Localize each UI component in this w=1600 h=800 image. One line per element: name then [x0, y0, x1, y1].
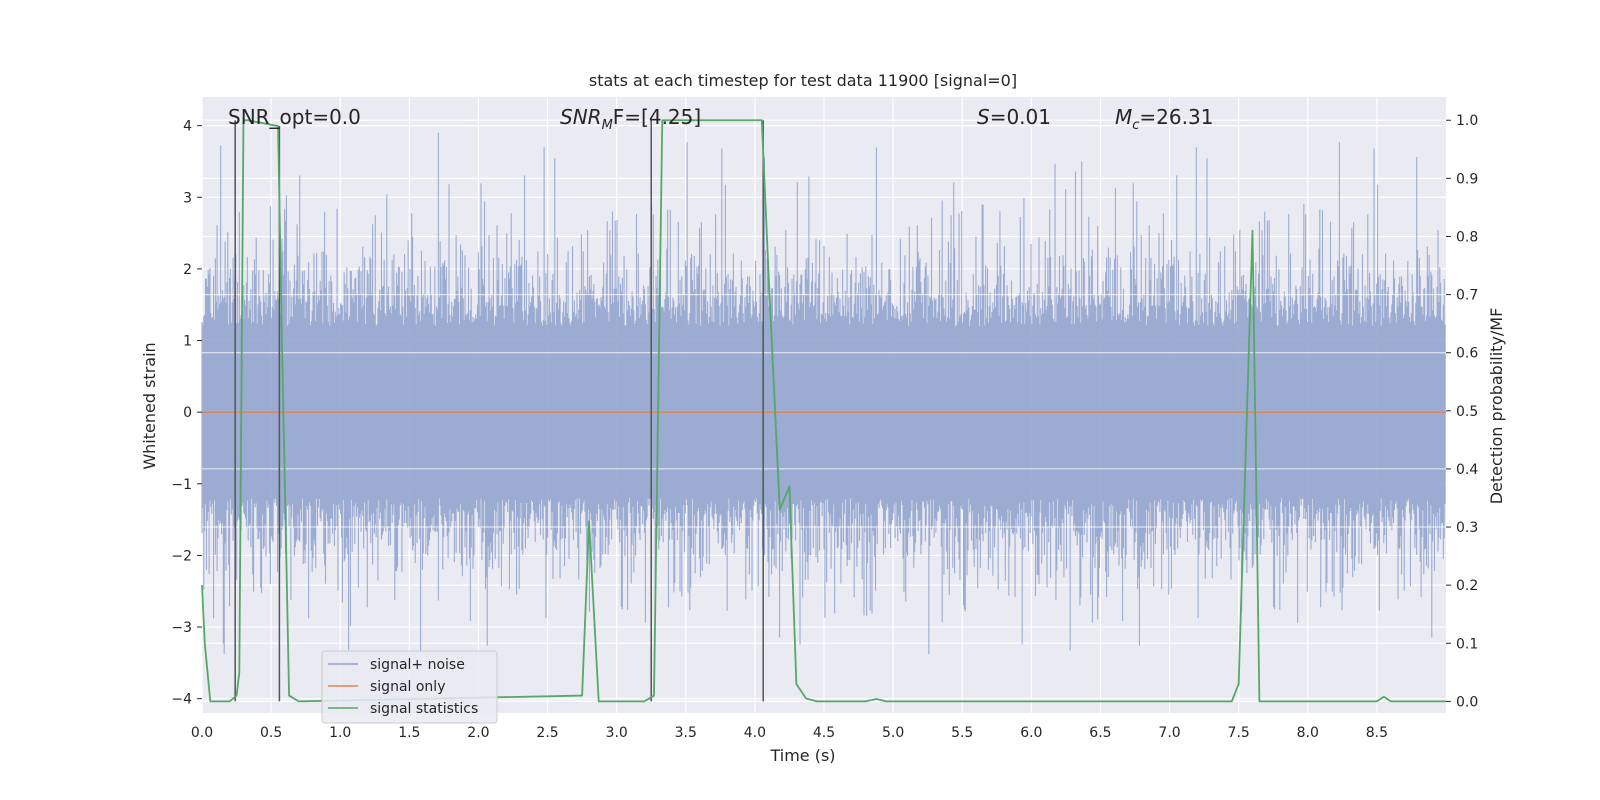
x-tick-label: 6.5 [1089, 725, 1111, 741]
legend: signal+ noise signal only signal statist… [321, 650, 498, 724]
mc-rest: =26.31 [1139, 105, 1213, 129]
y-tick-label: −1 [171, 477, 192, 493]
snr-mf-rest: F=[4.25] [613, 105, 701, 129]
y-tick-label: −2 [171, 548, 192, 564]
legend-box [321, 650, 498, 724]
y-tick-label: −3 [171, 620, 192, 636]
x-tick-label: 8.5 [1366, 725, 1388, 741]
x-tick-label: 2.5 [536, 725, 558, 741]
s-annotation: S=0.01 [977, 105, 1051, 129]
x-tick-label: 4.5 [813, 725, 835, 741]
legend-label-stats: signal statistics [370, 701, 478, 717]
legend-label-signal: signal only [370, 679, 445, 695]
mc-main: M [1115, 105, 1132, 129]
y-right-tick-label: 0.7 [1456, 288, 1478, 304]
y-axis-right-label: Detection probability/MF [1487, 308, 1506, 505]
y-right-tick-label: 0.0 [1456, 694, 1478, 710]
legend-label-noise: signal+ noise [370, 657, 465, 673]
y-right-tick-label: 0.5 [1456, 404, 1478, 420]
x-tick-label: 1.0 [329, 725, 351, 741]
x-tick-label: 2.0 [467, 725, 489, 741]
x-tick-label: 5.5 [951, 725, 973, 741]
snr-mf-main: SNR [560, 105, 602, 129]
x-tick-label: 5.0 [882, 725, 904, 741]
snr-mf-sub: M [602, 118, 613, 133]
x-tick-label: 1.5 [398, 725, 420, 741]
chart-title: stats at each timestep for test data 119… [589, 71, 1017, 90]
x-tick-label: 3.0 [606, 725, 628, 741]
mc-annotation: Mc=26.31 [1115, 105, 1213, 133]
y-tick-label: 0 [183, 405, 192, 421]
y-right-tick-label: 0.4 [1456, 462, 1478, 478]
x-tick-label: 6.0 [1020, 725, 1042, 741]
y-right-tick-label: 0.1 [1456, 636, 1478, 652]
y-right-tick-label: 1.0 [1456, 113, 1478, 129]
x-tick-label: 7.5 [1228, 725, 1250, 741]
s-main: S [977, 105, 990, 129]
s-rest: =0.01 [990, 105, 1051, 129]
x-tick-label: 0.5 [260, 725, 282, 741]
x-tick-label: 3.5 [675, 725, 697, 741]
signal-noise-series [201, 132, 1446, 654]
y-tick-label: 1 [183, 334, 192, 350]
y-right-tick-label: 0.6 [1456, 346, 1478, 362]
snr-opt-annotation: SNR_opt=0.0 [228, 105, 361, 129]
x-axis-label: Time (s) [769, 746, 835, 765]
x-tick-label: 0.0 [191, 725, 213, 741]
y-axis-label: Whitened strain [140, 342, 159, 469]
snr-mf-annotation: SNRMF=[4.25] [560, 105, 701, 133]
y-right-tick-label: 0.8 [1456, 229, 1478, 245]
x-tick-label: 8.0 [1297, 725, 1319, 741]
y-right-tick-label: 0.2 [1456, 578, 1478, 594]
y-tick-label: −4 [171, 692, 192, 708]
y-tick-label: 4 [183, 119, 192, 135]
y-tick-label: 3 [183, 190, 192, 206]
y-right-tick-label: 0.3 [1456, 520, 1478, 536]
x-tick-label: 7.0 [1158, 725, 1180, 741]
y-right-tick-label: 0.9 [1456, 171, 1478, 187]
mc-sub: c [1132, 118, 1139, 133]
y-tick-label: 2 [183, 262, 192, 278]
x-tick-label: 4.0 [744, 725, 766, 741]
